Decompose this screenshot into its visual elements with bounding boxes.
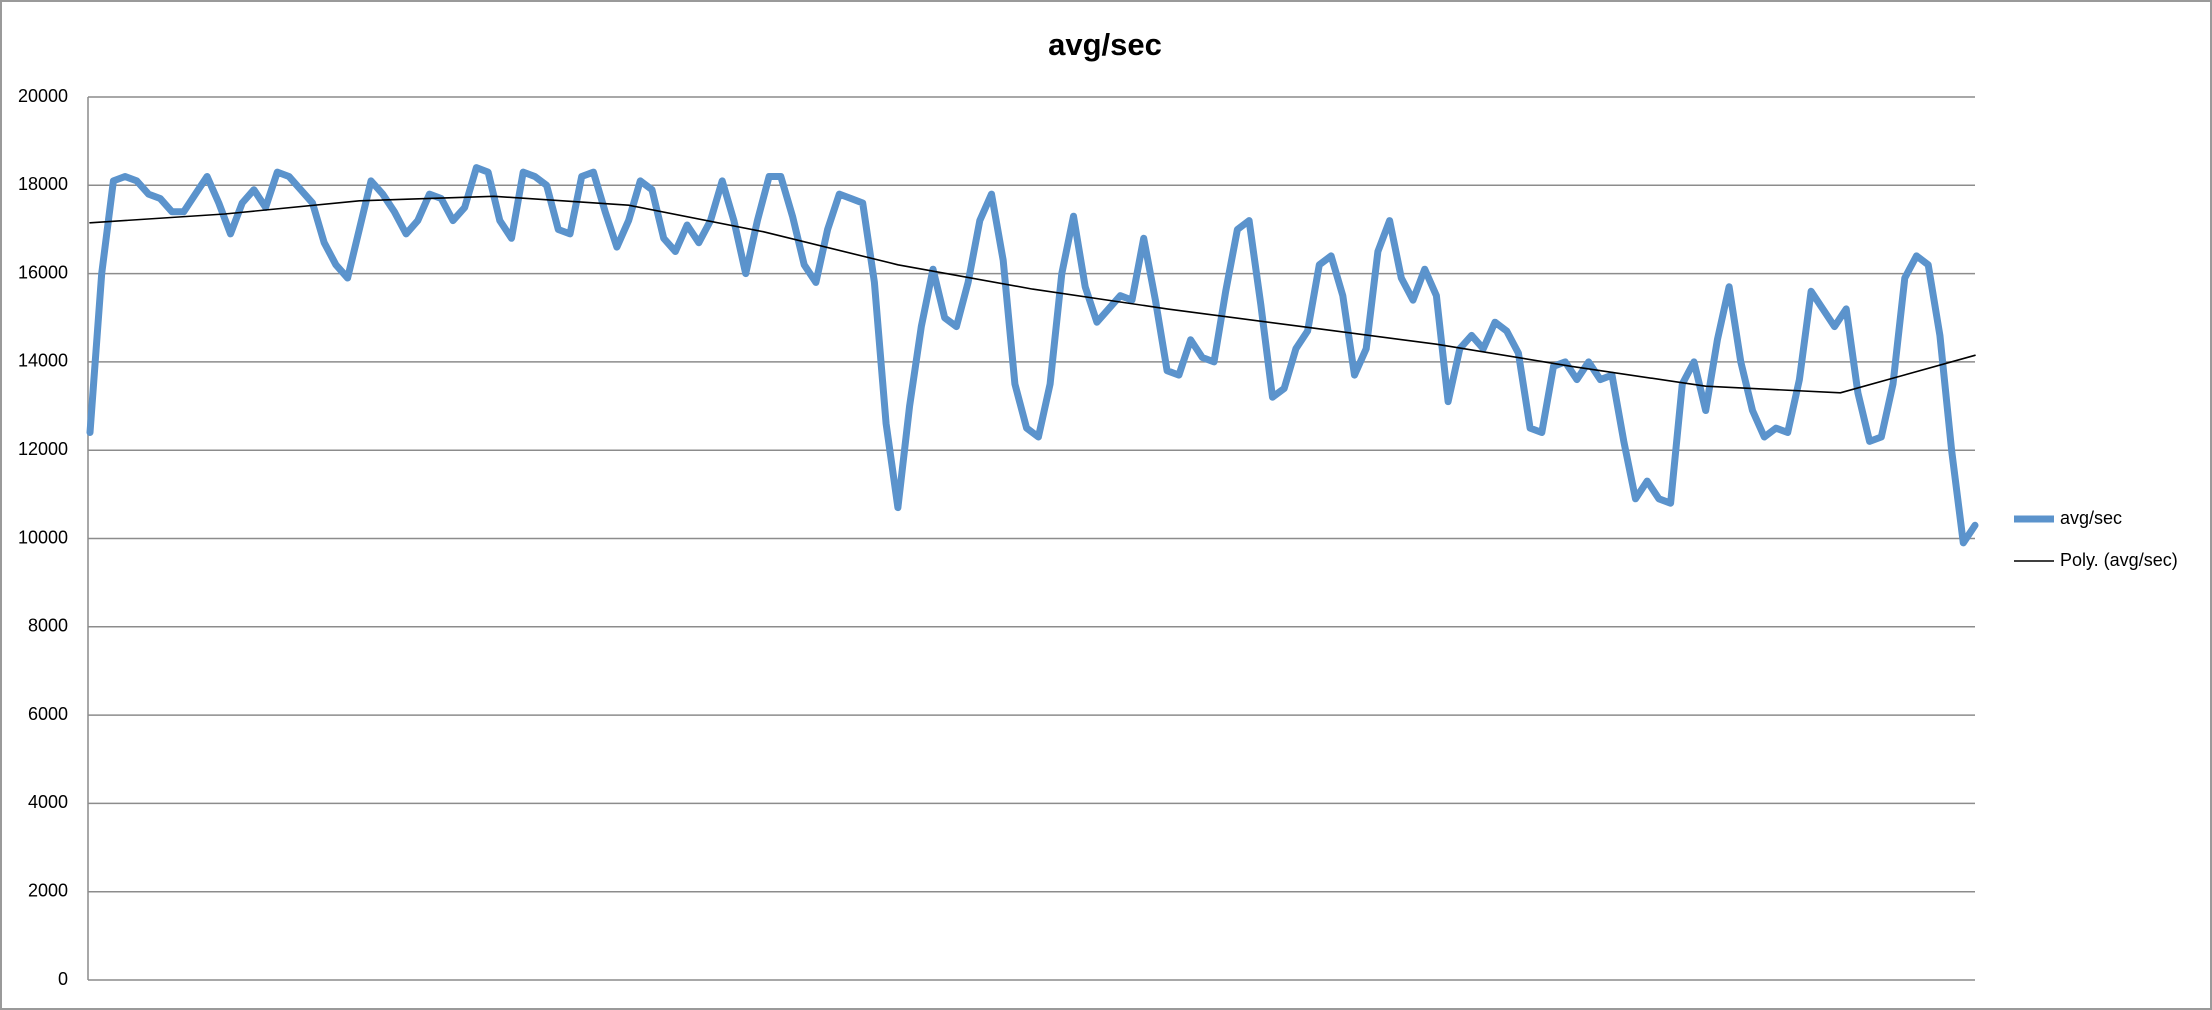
y-tick-label: 16000 [18, 262, 68, 282]
y-tick-label: 20000 [18, 86, 68, 106]
y-tick-label: 6000 [28, 704, 68, 724]
y-tick-label: 4000 [28, 792, 68, 812]
y-tick-label: 18000 [18, 174, 68, 194]
y-tick-label: 14000 [18, 351, 68, 371]
y-tick-label: 0 [58, 969, 68, 989]
y-tick-label: 8000 [28, 616, 68, 636]
legend-label: Poly. (avg/sec) [2060, 550, 2178, 570]
series-line [86, 164, 1979, 547]
legend-label: avg/sec [2060, 508, 2122, 528]
y-tick-label: 10000 [18, 527, 68, 547]
series-line [89, 195, 1976, 394]
chart-title: avg/sec [1048, 27, 1162, 62]
y-tick-label: 12000 [18, 439, 68, 459]
y-tick-label: 2000 [28, 880, 68, 900]
